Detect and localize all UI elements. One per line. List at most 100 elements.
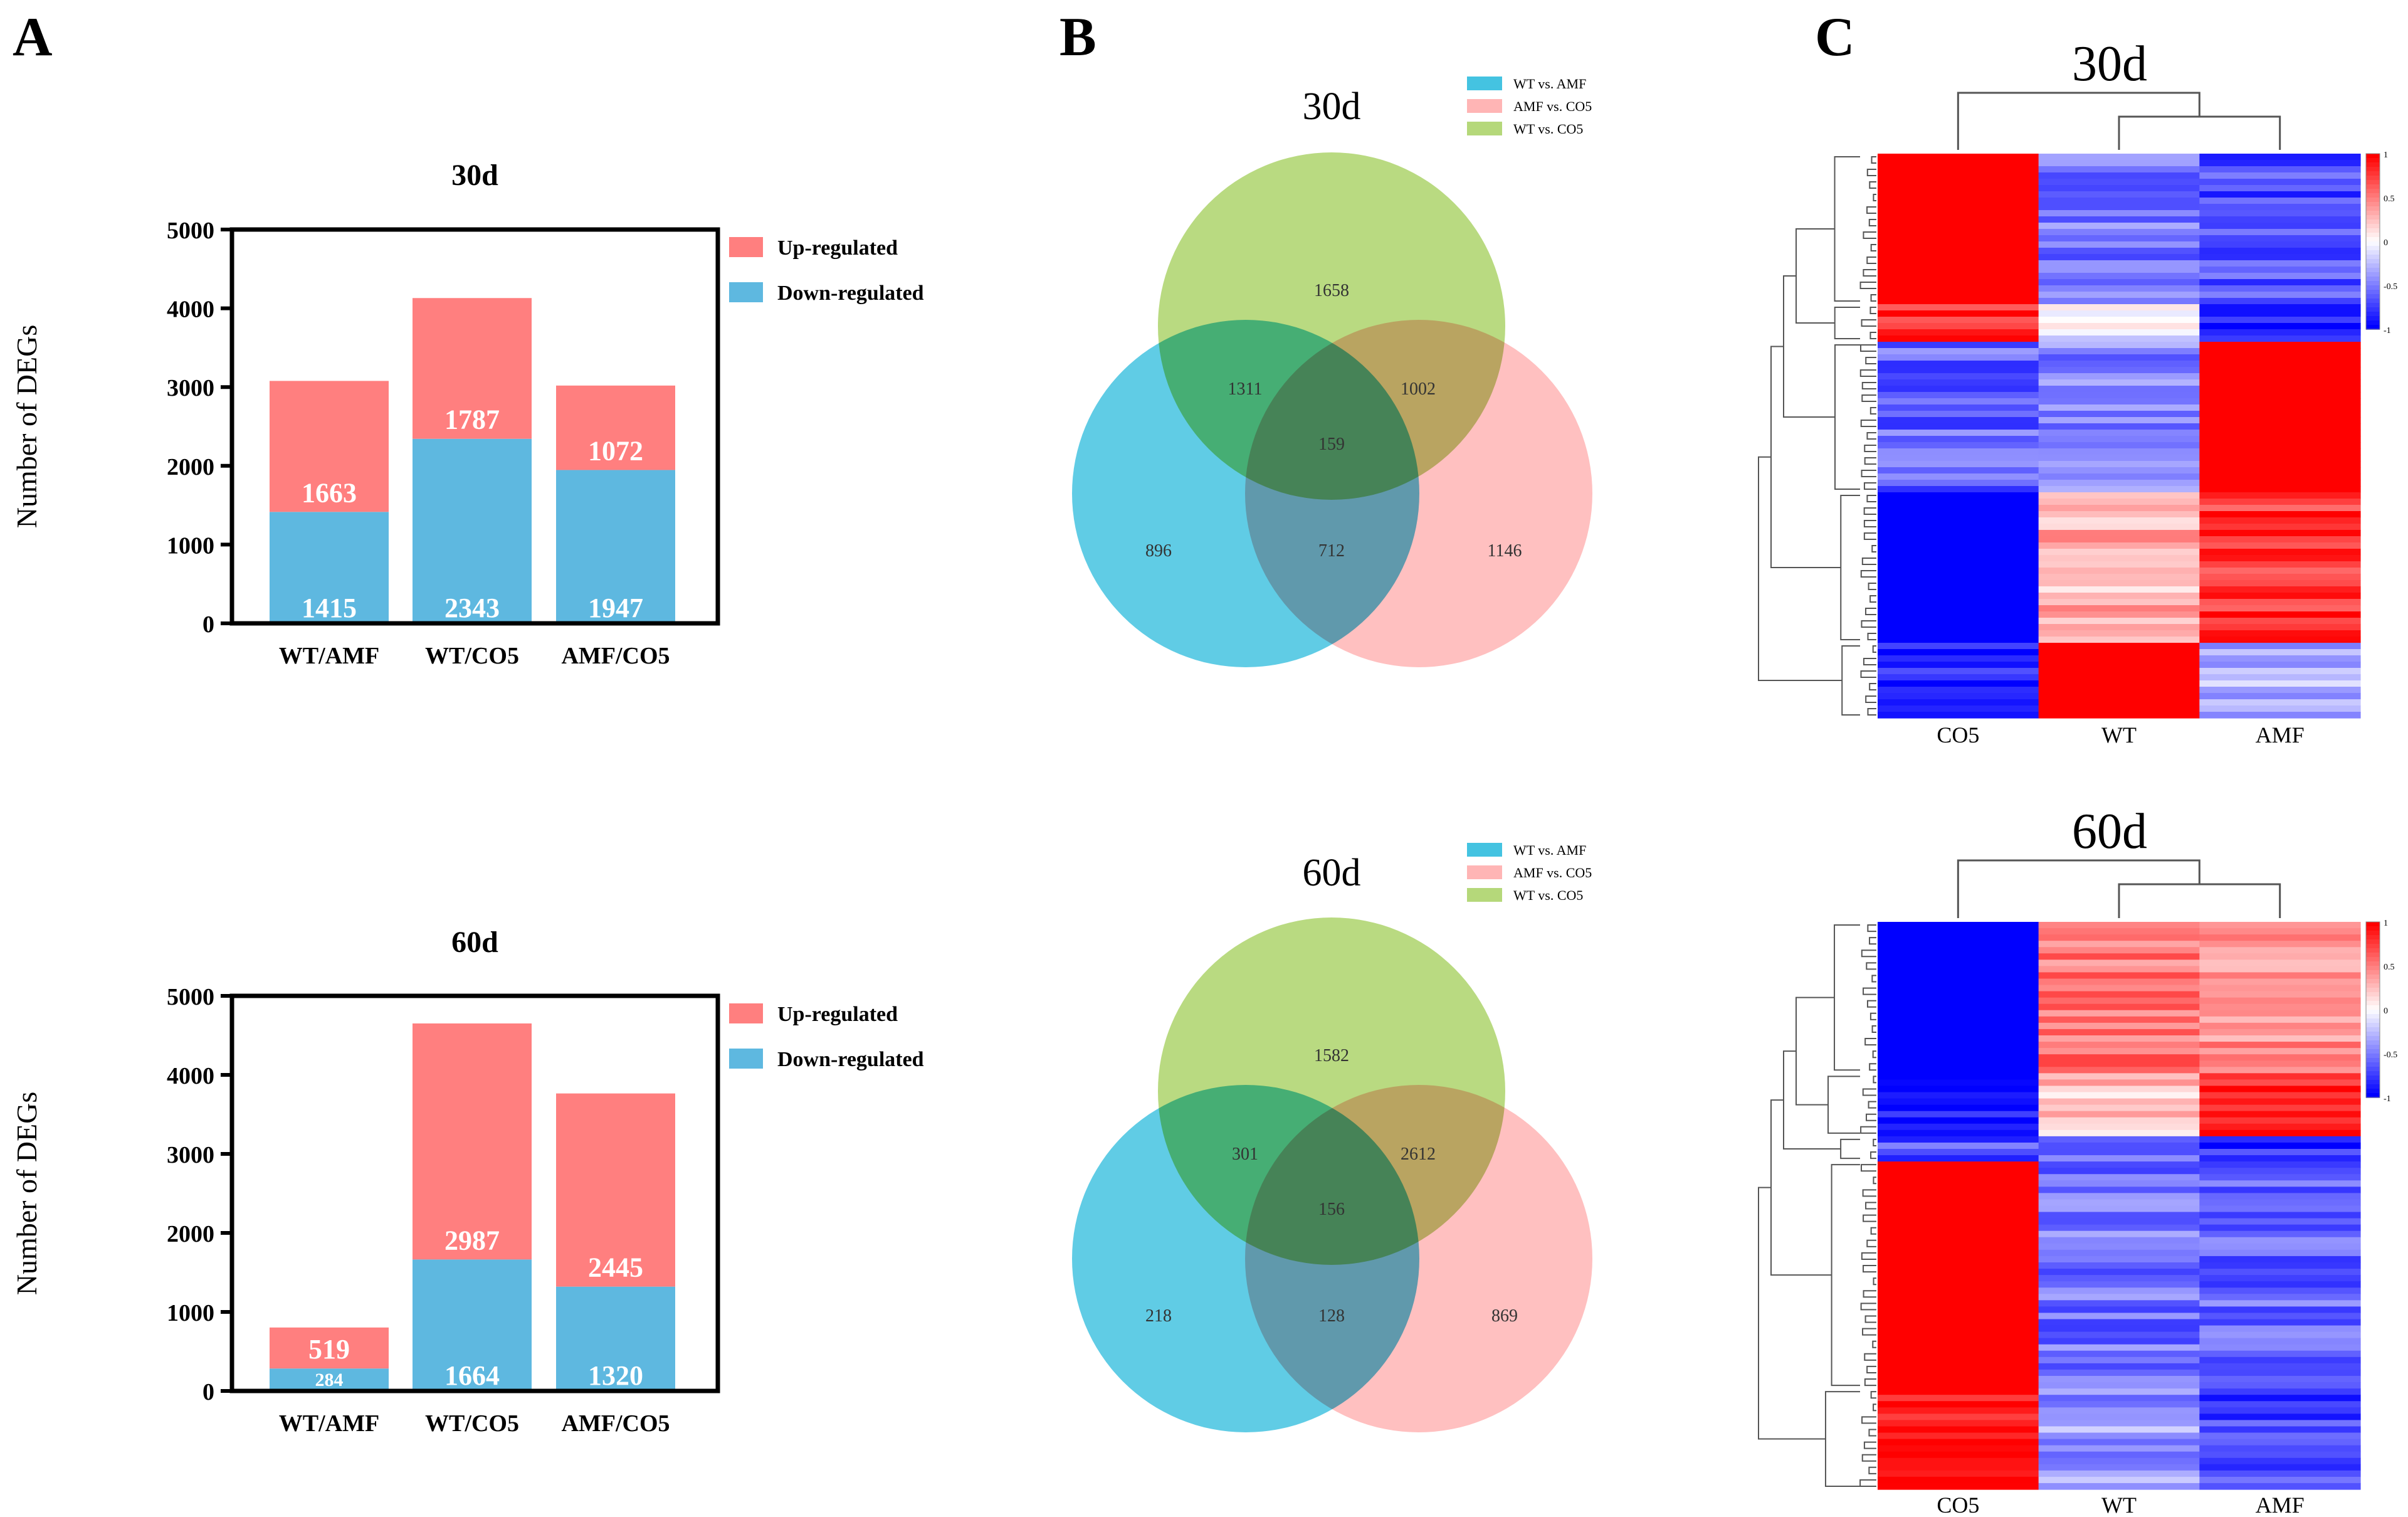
heat-cell (2038, 1395, 2200, 1402)
heat-cell (1878, 1262, 2039, 1269)
bar-up-WT/AMF (270, 381, 389, 512)
plot-frame (229, 993, 720, 1393)
heat-cell (2199, 1369, 2361, 1377)
heat-cell (2199, 687, 2361, 694)
heat-cell (1878, 361, 2039, 367)
heat-cell (2199, 298, 2361, 305)
bar-chart-60d: 60d 0 1000 2000 3000 4000 5000 Number of DEGs 28… (11, 926, 924, 1437)
heat-cell (2199, 417, 2361, 424)
heat-cell (2199, 1470, 2361, 1477)
heat-cell (1878, 1022, 2039, 1030)
color-scale: 1 0.5 0 -0.5 -1 (2365, 151, 2397, 336)
heat-cell (2038, 530, 2200, 537)
heat-cell (1878, 1464, 2039, 1471)
heat-cell (1878, 997, 2039, 1005)
heat-cell (2038, 285, 2200, 292)
heat-cell (2038, 248, 2200, 255)
heat-cell (1878, 398, 2039, 405)
heat-cell (1878, 1042, 2039, 1049)
heat-cell (2038, 991, 2200, 998)
heat-cell (1878, 198, 2039, 204)
x-tick-label: WT/AMF (279, 1410, 379, 1437)
heat-cell (2038, 386, 2200, 393)
bar-up-WT/AMF (270, 1327, 389, 1369)
heat-cell (1878, 172, 2039, 179)
heat-cell (1878, 1155, 2039, 1162)
heat-cell (1878, 1344, 2039, 1351)
heat-cell (2038, 1476, 2200, 1484)
heat-cell (2199, 586, 2361, 593)
heat-cell (2199, 442, 2361, 449)
venn-legend-swatch (1467, 843, 1502, 857)
heat-cell (2199, 1086, 2361, 1093)
heat-cell (1878, 336, 2039, 342)
heat-cell (2038, 1255, 2200, 1263)
heat-cell (1878, 367, 2039, 374)
heat-cell (2038, 555, 2200, 562)
heat-cell (2199, 1218, 2361, 1225)
scale-tick-label: -1 (2384, 326, 2391, 336)
heat-cell (2038, 323, 2200, 330)
heat-cell (2038, 1086, 2200, 1093)
heat-cell (2038, 1022, 2200, 1030)
venn-count-pink_only: 869 (1491, 1306, 1518, 1326)
heat-cell (1878, 430, 2039, 436)
heat-cell (2038, 1388, 2200, 1395)
heat-cell (2038, 354, 2200, 361)
scale-tick-label: 0 (2384, 1007, 2388, 1016)
y-tick-label: 1000 (167, 532, 214, 559)
heat-cell (1878, 972, 2039, 980)
heat-cell (1878, 1294, 2039, 1301)
heat-cell (1878, 179, 2039, 186)
venn-legend-label: WT vs. CO5 (1513, 121, 1583, 137)
heat-cell (2038, 160, 2200, 167)
heat-cell (1878, 1269, 2039, 1276)
heat-cell (1878, 323, 2039, 330)
heat-cell (2199, 1104, 2361, 1112)
heat-cell (2038, 1414, 2200, 1420)
heat-cell (2199, 367, 2361, 374)
venn-count-green_pink: 2612 (1401, 1144, 1436, 1164)
heat-cell (2199, 317, 2361, 324)
heat-cell (2199, 1269, 2361, 1276)
heat-cell (2038, 693, 2200, 700)
heat-cell (1878, 1356, 2039, 1364)
heat-cell (2038, 941, 2200, 948)
heat-cell (2038, 1338, 2200, 1345)
heatmap-30d: 30d CO5 WT AMF 1 0.5 0 -0.5 -1 (1758, 36, 2397, 748)
heat-cell (2199, 1111, 2361, 1118)
heat-cell (1878, 473, 2039, 480)
heat-cell (1878, 1426, 2039, 1434)
heat-cell (1878, 404, 2039, 411)
heat-cell (2038, 568, 2200, 574)
heat-cell (2199, 1319, 2361, 1326)
heat-cell (2199, 204, 2361, 211)
heat-cell (1878, 1098, 2039, 1106)
heat-cell (1878, 706, 2039, 712)
heat-cell (1878, 1086, 2039, 1093)
heat-cell (2199, 354, 2361, 361)
heat-cell (1878, 505, 2039, 512)
heat-cell (2038, 1003, 2200, 1011)
heat-cell (2199, 1325, 2361, 1333)
scale-tick-label: -0.5 (2384, 282, 2397, 292)
y-tick-label: 5000 (167, 984, 214, 1010)
heat-cell (2199, 530, 2361, 537)
heat-cell (2038, 1193, 2200, 1200)
heat-cell (2038, 336, 2200, 342)
heat-cell (2199, 1187, 2361, 1193)
heatmap-col-label: CO5 (1937, 1493, 1979, 1517)
heat-cell (1878, 166, 2039, 173)
heat-cell (2199, 1035, 2361, 1042)
heat-cell (2199, 1483, 2361, 1490)
heat-cell (2038, 1149, 2200, 1156)
heat-cell (1878, 1218, 2039, 1225)
x-tick-label: WT/CO5 (425, 643, 519, 669)
heat-cell (2038, 185, 2200, 192)
panel-label-c: C (1815, 7, 1855, 68)
heat-cell (2038, 928, 2200, 935)
legend-swatch-down (729, 1049, 763, 1069)
heat-cell (1878, 1035, 2039, 1042)
heat-cell (1878, 991, 2039, 998)
heat-cell (2199, 379, 2361, 386)
